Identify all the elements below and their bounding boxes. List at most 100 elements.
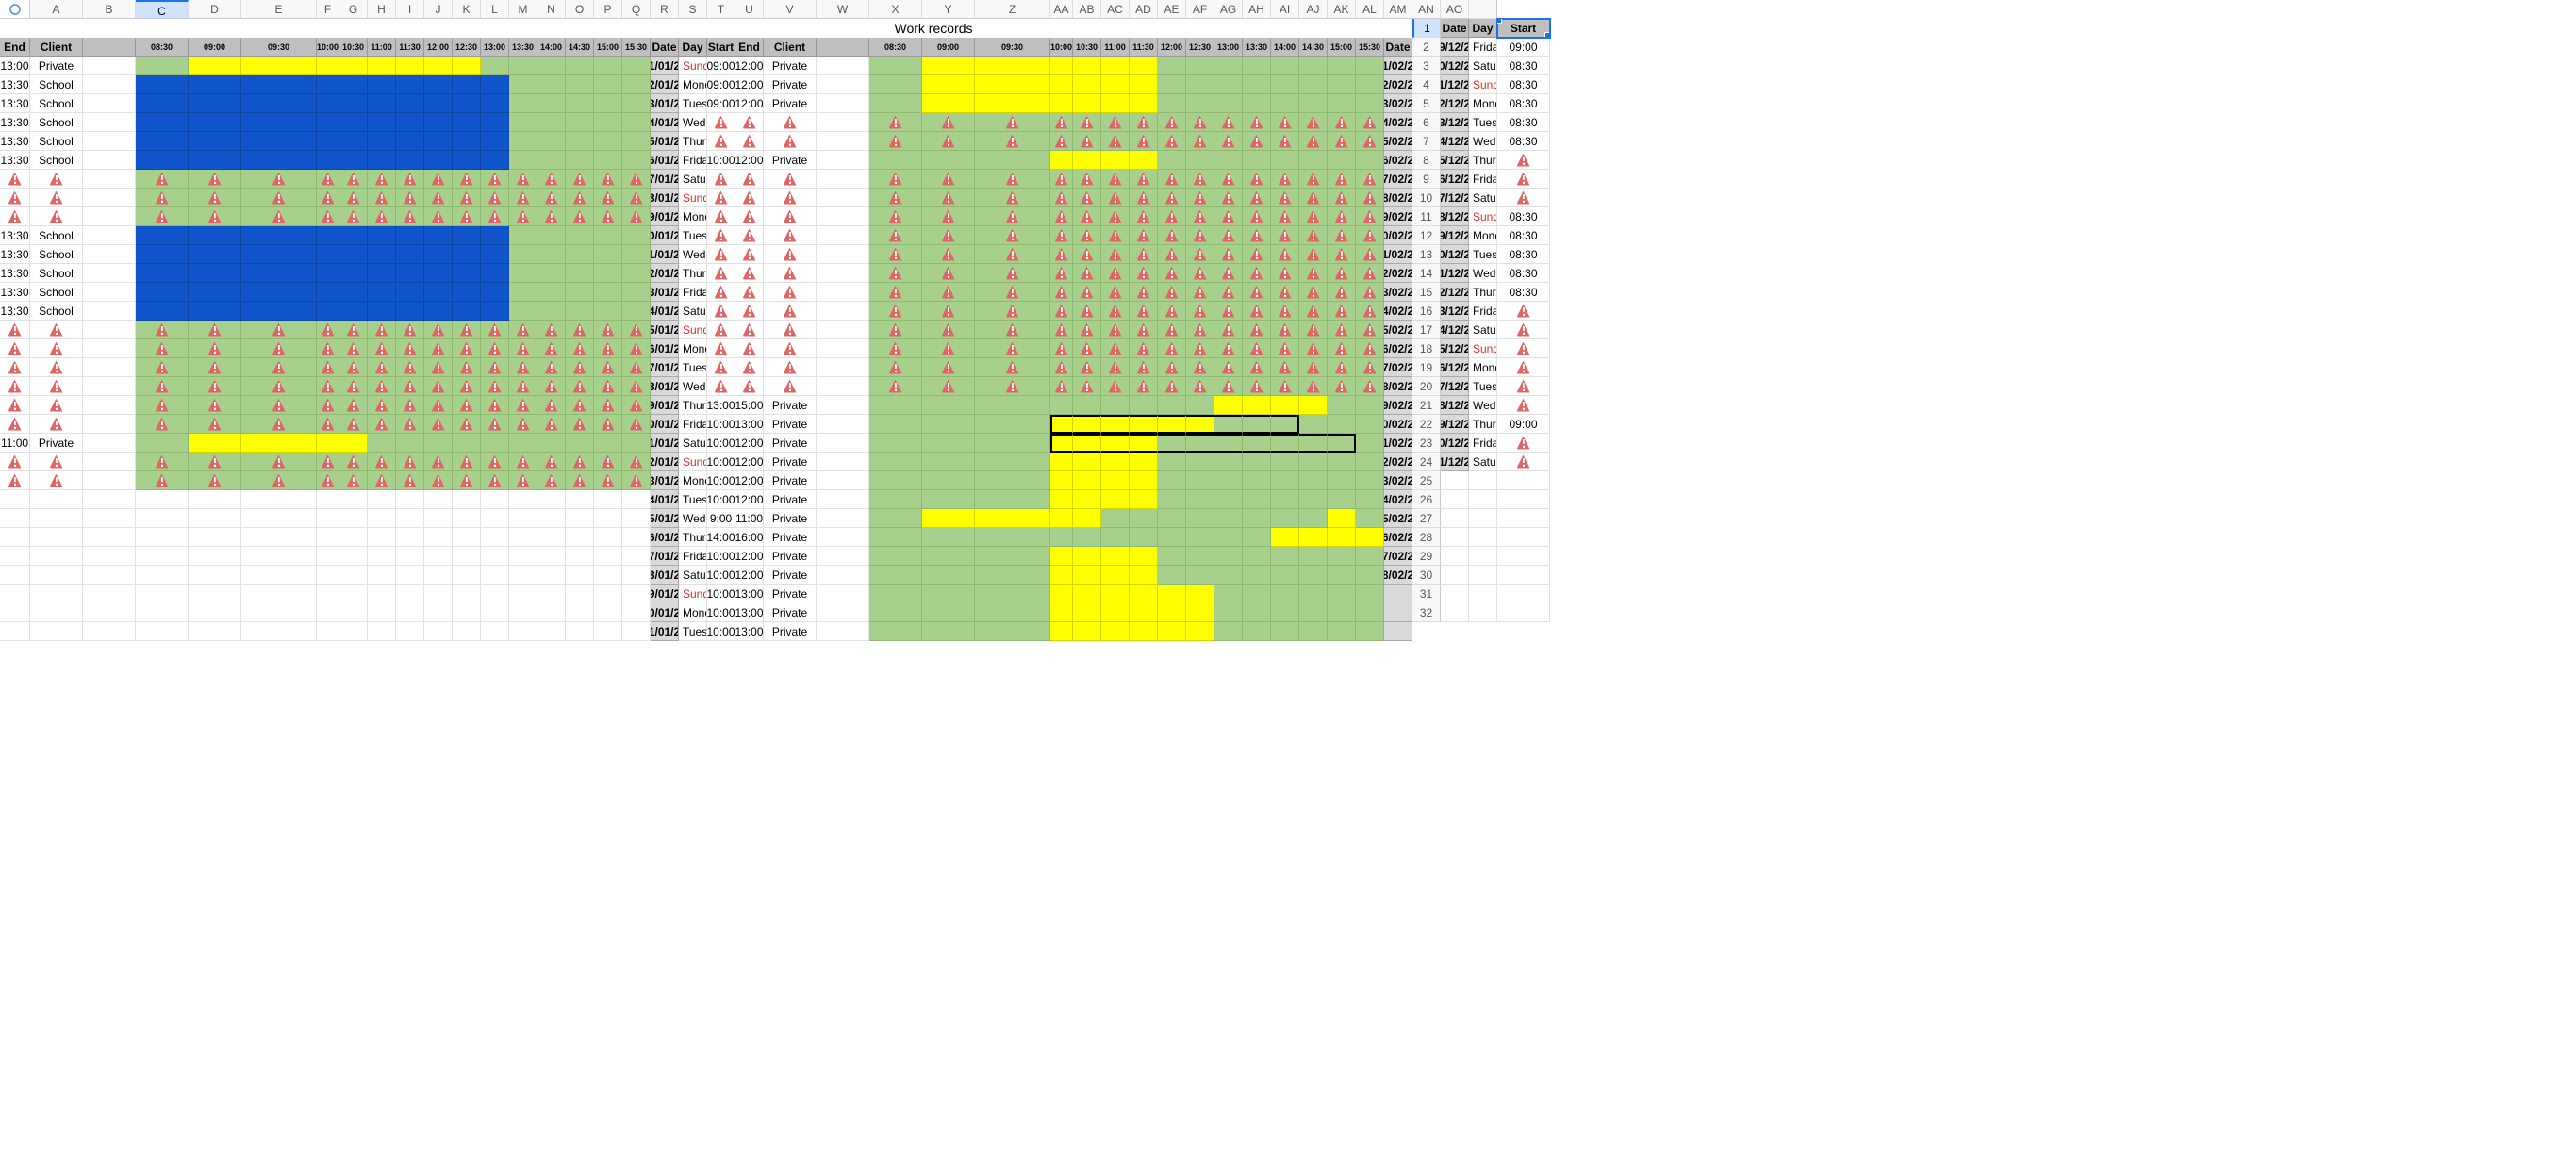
time-cell[interactable]: [1243, 415, 1271, 434]
row-header-13[interactable]: 13: [1412, 245, 1441, 264]
time-cell[interactable]: [136, 283, 189, 302]
time-cell[interactable]: [1050, 547, 1073, 566]
cell[interactable]: [189, 509, 241, 528]
time-cell[interactable]: [622, 339, 651, 358]
time-cell[interactable]: [537, 434, 566, 453]
date-cell-far[interactable]: 17/02/23: [1384, 358, 1412, 377]
time-cell[interactable]: [1214, 226, 1243, 245]
time-cell[interactable]: [1073, 94, 1101, 113]
time-cell[interactable]: [1356, 415, 1384, 434]
time-cell[interactable]: [424, 339, 453, 358]
time-cell[interactable]: [1356, 226, 1384, 245]
day-cell-r[interactable]: Tuesday: [679, 490, 707, 509]
time-cell[interactable]: [481, 245, 509, 264]
time-cell[interactable]: [594, 189, 622, 207]
cell[interactable]: [30, 585, 83, 603]
time-cell[interactable]: [1328, 547, 1356, 566]
time-cell[interactable]: [1073, 585, 1101, 603]
time-cell[interactable]: [1214, 471, 1243, 490]
time-cell[interactable]: [537, 453, 566, 471]
time-cell[interactable]: [241, 151, 317, 170]
time-cell[interactable]: [136, 264, 189, 283]
col-header-I[interactable]: I: [396, 0, 424, 19]
time-cell[interactable]: [1158, 302, 1186, 321]
day-cell[interactable]: Tuesday: [1469, 113, 1497, 132]
time-cell[interactable]: [1271, 509, 1299, 528]
time-cell[interactable]: [1328, 471, 1356, 490]
time-cell[interactable]: [1271, 94, 1299, 113]
col-header-AI[interactable]: AI: [1271, 0, 1299, 19]
time-cell[interactable]: [453, 264, 481, 283]
time-cell[interactable]: [1356, 622, 1384, 641]
warn-start-r[interactable]: [707, 283, 735, 302]
col-header-U[interactable]: U: [735, 0, 764, 19]
cell[interactable]: [189, 566, 241, 585]
start-cell[interactable]: 08:30: [1497, 132, 1550, 151]
cell[interactable]: [537, 622, 566, 641]
cell[interactable]: [241, 603, 317, 622]
time-cell[interactable]: [1271, 528, 1299, 547]
time-cell[interactable]: [339, 245, 368, 264]
time-cell[interactable]: [1271, 170, 1299, 189]
cell[interactable]: [396, 547, 424, 566]
time-cell[interactable]: [1158, 566, 1186, 585]
warn-client-r[interactable]: [764, 302, 817, 321]
time-cell[interactable]: [869, 94, 922, 113]
client-cell[interactable]: School: [30, 113, 83, 132]
time-cell[interactable]: [1130, 528, 1158, 547]
time-cell[interactable]: [1130, 547, 1158, 566]
date-cell-far[interactable]: 21/02/23: [1384, 434, 1412, 453]
time-cell[interactable]: [594, 339, 622, 358]
time-cell[interactable]: [396, 396, 424, 415]
end-cell-r[interactable]: 12:00: [735, 471, 764, 490]
time-cell[interactable]: [241, 415, 317, 434]
day-cell[interactable]: Friday: [1469, 170, 1497, 189]
time-cell[interactable]: [136, 113, 189, 132]
day-cell-r[interactable]: Saturday: [679, 566, 707, 585]
cell[interactable]: [368, 528, 396, 547]
time-cell[interactable]: [1130, 415, 1158, 434]
header-date[interactable]: Date: [1441, 19, 1469, 38]
time-cell[interactable]: [424, 94, 453, 113]
header-time-r[interactable]: 14:00: [1271, 38, 1299, 57]
day-cell[interactable]: Saturday: [1469, 321, 1497, 339]
time-cell[interactable]: [1073, 132, 1101, 151]
time-cell[interactable]: [189, 302, 241, 321]
time-cell[interactable]: [975, 132, 1050, 151]
cell[interactable]: [30, 566, 83, 585]
time-cell[interactable]: [975, 396, 1050, 415]
cell[interactable]: [0, 547, 30, 566]
client-cell[interactable]: Private: [30, 57, 83, 75]
time-cell[interactable]: [1158, 509, 1186, 528]
time-cell[interactable]: [537, 339, 566, 358]
date-cell-r[interactable]: 06/01/23: [651, 151, 679, 170]
cell[interactable]: [566, 603, 594, 622]
end-cell[interactable]: 13:30: [0, 283, 30, 302]
warn-client[interactable]: [30, 377, 83, 396]
col-header-H[interactable]: H: [368, 0, 396, 19]
time-cell[interactable]: [1271, 434, 1299, 453]
time-cell[interactable]: [317, 113, 339, 132]
time-cell[interactable]: [241, 132, 317, 151]
warn-end[interactable]: [0, 321, 30, 339]
time-cell[interactable]: [1130, 132, 1158, 151]
time-cell[interactable]: [368, 207, 396, 226]
time-cell[interactable]: [136, 75, 189, 94]
time-cell[interactable]: [922, 509, 975, 528]
time-cell[interactable]: [1328, 189, 1356, 207]
time-cell[interactable]: [136, 358, 189, 377]
date-cell-r[interactable]: 20/01/23: [651, 415, 679, 434]
time-cell[interactable]: [869, 170, 922, 189]
col-header-AN[interactable]: AN: [1412, 0, 1441, 19]
time-cell[interactable]: [1050, 321, 1073, 339]
cell[interactable]: [136, 490, 189, 509]
row-header-6[interactable]: 6: [1412, 113, 1441, 132]
time-cell[interactable]: [594, 283, 622, 302]
row-header-16[interactable]: 16: [1412, 302, 1441, 321]
time-cell[interactable]: [1158, 453, 1186, 471]
time-cell[interactable]: [1214, 528, 1243, 547]
time-cell[interactable]: [189, 94, 241, 113]
time-cell[interactable]: [1158, 358, 1186, 377]
warn-end[interactable]: [0, 415, 30, 434]
client-cell-r[interactable]: Private: [764, 603, 817, 622]
